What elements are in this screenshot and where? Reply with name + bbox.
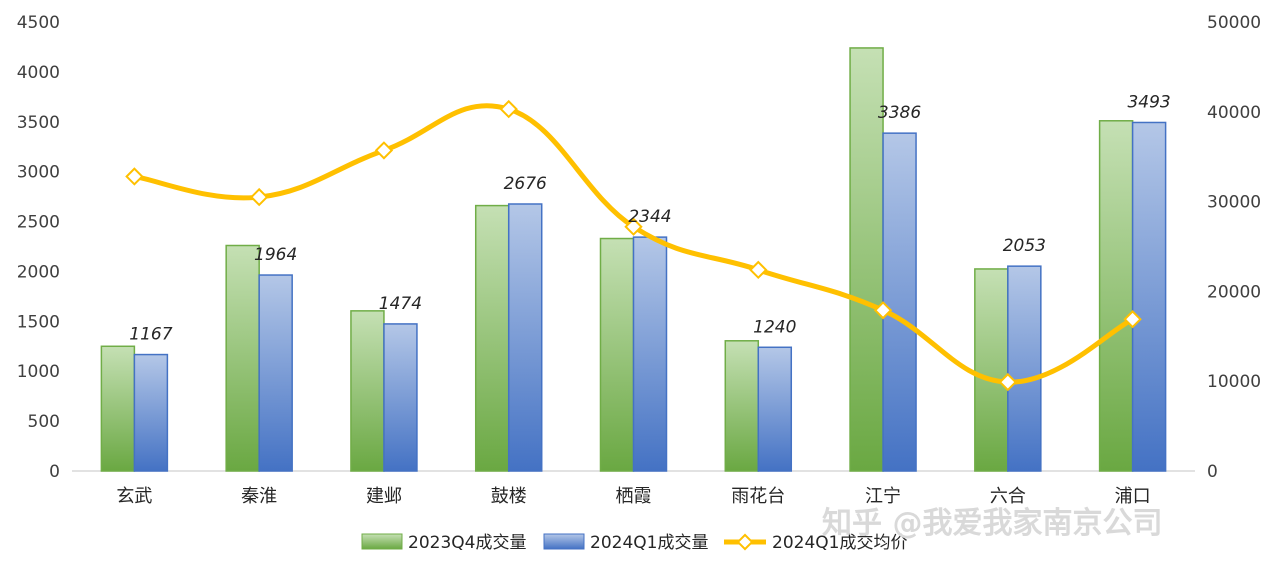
bars [100, 47, 1167, 472]
avg-price-marker [998, 372, 1018, 392]
data-labels: 1167 1964 1474 2676 2344 1240 3386 2053 3493 [129, 92, 1170, 344]
left-tick-label: 2500 [17, 213, 60, 233]
left-tick-label: 4000 [17, 63, 60, 83]
left-tick-label: 2000 [17, 262, 60, 282]
category-label: 玄武 [116, 486, 152, 507]
legend: 2023Q4成交量 2024Q1成交量 2024Q1成交均价 [361, 533, 907, 553]
bar-2024q1 [258, 274, 293, 472]
category-label: 鼓楼 [491, 486, 527, 507]
legend-item-avg-price: 2024Q1成交均价 [724, 533, 907, 553]
avg-price-marker [1123, 310, 1142, 329]
bar-2024q1 [757, 346, 793, 472]
legend-label: 2024Q1成交均价 [772, 533, 907, 553]
right-tick-label: 50000 [1207, 13, 1261, 33]
avg-price-marker [749, 260, 768, 280]
left-tick-label: 4500 [17, 13, 60, 33]
bar-2024q1 [507, 203, 543, 472]
category-label: 江宁 [865, 486, 901, 507]
bar-2024q1 [632, 236, 668, 472]
legend-marker [736, 533, 754, 551]
bar-2023q4 [225, 244, 260, 472]
bar-2024q1 [1007, 265, 1042, 472]
bar-2024q1 [133, 353, 169, 472]
category-label: 栖霞 [616, 486, 652, 507]
bar-2023q4 [599, 237, 635, 472]
data-label: 2053 [1003, 236, 1046, 256]
avg-price-marker [624, 217, 643, 236]
data-label: 3386 [878, 103, 921, 123]
left-tick-label: 500 [28, 412, 60, 432]
bar-2023q4 [974, 268, 1009, 472]
right-tick-label: 40000 [1207, 103, 1261, 123]
avg-price-marker [873, 301, 893, 320]
avg-price-marker [125, 167, 144, 186]
bar-2024q1 [882, 132, 917, 472]
category-label: 浦口 [1115, 486, 1151, 507]
right-axis: 0 10000 20000 30000 40000 50000 [1207, 13, 1261, 482]
avg-price-marker [374, 141, 394, 160]
data-label: 1167 [129, 325, 172, 345]
bar-2023q4 [724, 340, 760, 472]
legend-label: 2024Q1成交量 [590, 533, 708, 553]
data-label: 1474 [379, 294, 422, 314]
bar-2023q4 [474, 204, 510, 472]
right-tick-label: 0 [1207, 462, 1218, 482]
bar-2023q4 [1098, 120, 1134, 472]
legend-swatch [543, 533, 585, 550]
right-tick-label: 10000 [1207, 372, 1261, 392]
category-label: 六合 [990, 486, 1026, 507]
category-labels: 玄武 秦淮 建邺 鼓楼 栖霞 雨花台 江宁 六合 浦口 [116, 486, 1150, 507]
category-label: 秦淮 [241, 486, 277, 507]
left-tick-label: 3000 [17, 163, 60, 183]
bar-2024q1 [383, 323, 418, 472]
data-label: 1964 [254, 245, 297, 265]
data-label: 2344 [628, 207, 671, 227]
bar-2024q1 [1131, 121, 1167, 472]
left-axis: 0 500 1000 1500 2000 2500 3000 3500 4000 4500 [17, 13, 60, 482]
avg-price-marker [249, 187, 269, 207]
legend-item-2023q4: 2023Q4成交量 [361, 533, 526, 553]
bar-2023q4 [350, 310, 385, 472]
left-tick-label: 1000 [17, 362, 60, 382]
data-label: 3493 [1127, 92, 1170, 112]
category-label: 雨花台 [731, 486, 785, 507]
watermark: 知乎 @我爱我家南京公司 [822, 506, 1162, 541]
line-series [125, 99, 1142, 392]
category-label: 建邺 [366, 486, 402, 507]
right-tick-label: 30000 [1207, 193, 1261, 213]
data-label: 1240 [753, 317, 796, 337]
left-tick-label: 3500 [17, 113, 60, 133]
data-label: 2676 [504, 174, 547, 194]
legend-item-2024q1: 2024Q1成交量 [543, 533, 708, 553]
left-tick-label: 0 [49, 462, 60, 482]
legend-swatch [361, 533, 403, 550]
legend-label: 2023Q4成交量 [408, 533, 526, 553]
bar-2023q4 [100, 345, 136, 472]
avg-price-marker [499, 99, 518, 119]
right-tick-label: 20000 [1207, 282, 1261, 302]
left-tick-label: 1500 [17, 312, 60, 332]
